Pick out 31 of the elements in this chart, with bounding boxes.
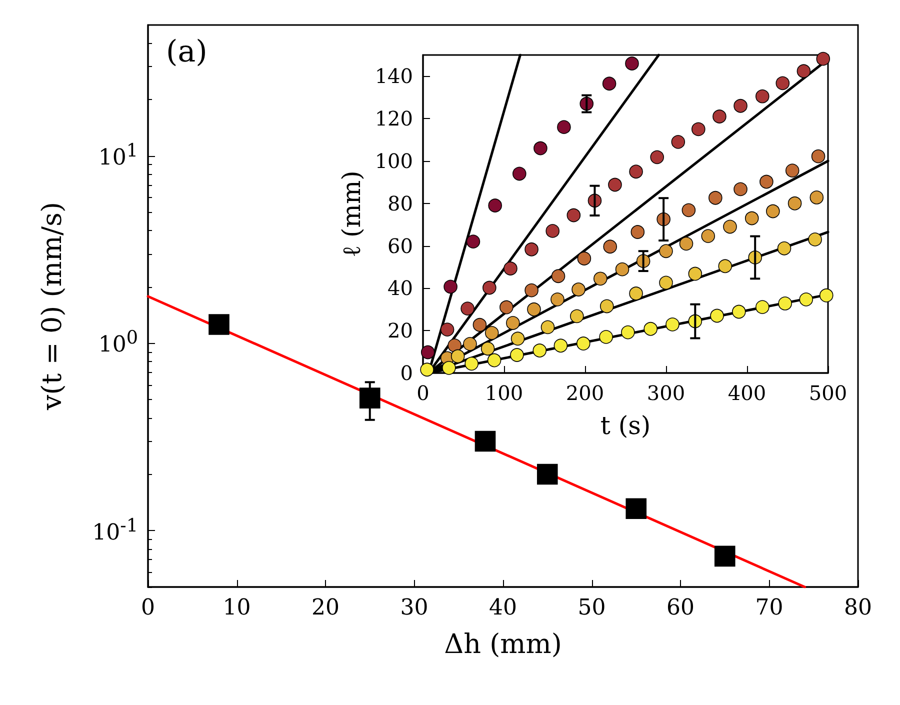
x-tick-label: 60 — [666, 596, 694, 620]
x-tick-label: 20 — [312, 596, 340, 620]
y-axis-title: ℓ (mm) — [336, 170, 366, 258]
y-tick-label: 40 — [388, 276, 413, 300]
x-axis-title: t (s) — [600, 411, 651, 440]
x-tick-label: 10 — [222, 596, 251, 620]
y-tick-label: 120 — [374, 106, 413, 131]
y-tick-label: 10$^{0}$ — [98, 328, 138, 358]
x-tick-label: 50 — [578, 596, 606, 620]
x-tick-label: 100 — [484, 381, 524, 405]
y-tick-label: 80 — [388, 191, 413, 216]
x-tick-label: 400 — [728, 381, 766, 405]
x-axis-title: Δh (mm) — [444, 629, 562, 660]
x-tick-label: 30 — [400, 596, 428, 620]
x-tick-label: 500 — [808, 381, 848, 405]
x-tick-label: 200 — [566, 381, 604, 405]
annotation: (a) — [166, 34, 208, 70]
x-tick-label: 0 — [141, 596, 155, 620]
y-tick-label: 60 — [388, 234, 413, 258]
y-axis-title: v(t = 0) (mm/s) — [37, 202, 68, 411]
x-tick-label: 300 — [646, 381, 686, 405]
y-tick-label: 0 — [400, 361, 413, 385]
x-tick-label: 40 — [489, 596, 517, 620]
y-tick-label: 140 — [374, 64, 413, 88]
x-tick-label: 80 — [844, 596, 872, 620]
x-tick-label: 70 — [755, 596, 784, 620]
y-tick-label: 100 — [374, 149, 413, 173]
y-tick-label: 20 — [388, 318, 413, 343]
y-tick-label: 10$^{-1}$ — [92, 514, 138, 546]
x-tick-label: 0 — [416, 381, 430, 405]
y-tick-label: 10$^{1}$ — [98, 140, 138, 171]
